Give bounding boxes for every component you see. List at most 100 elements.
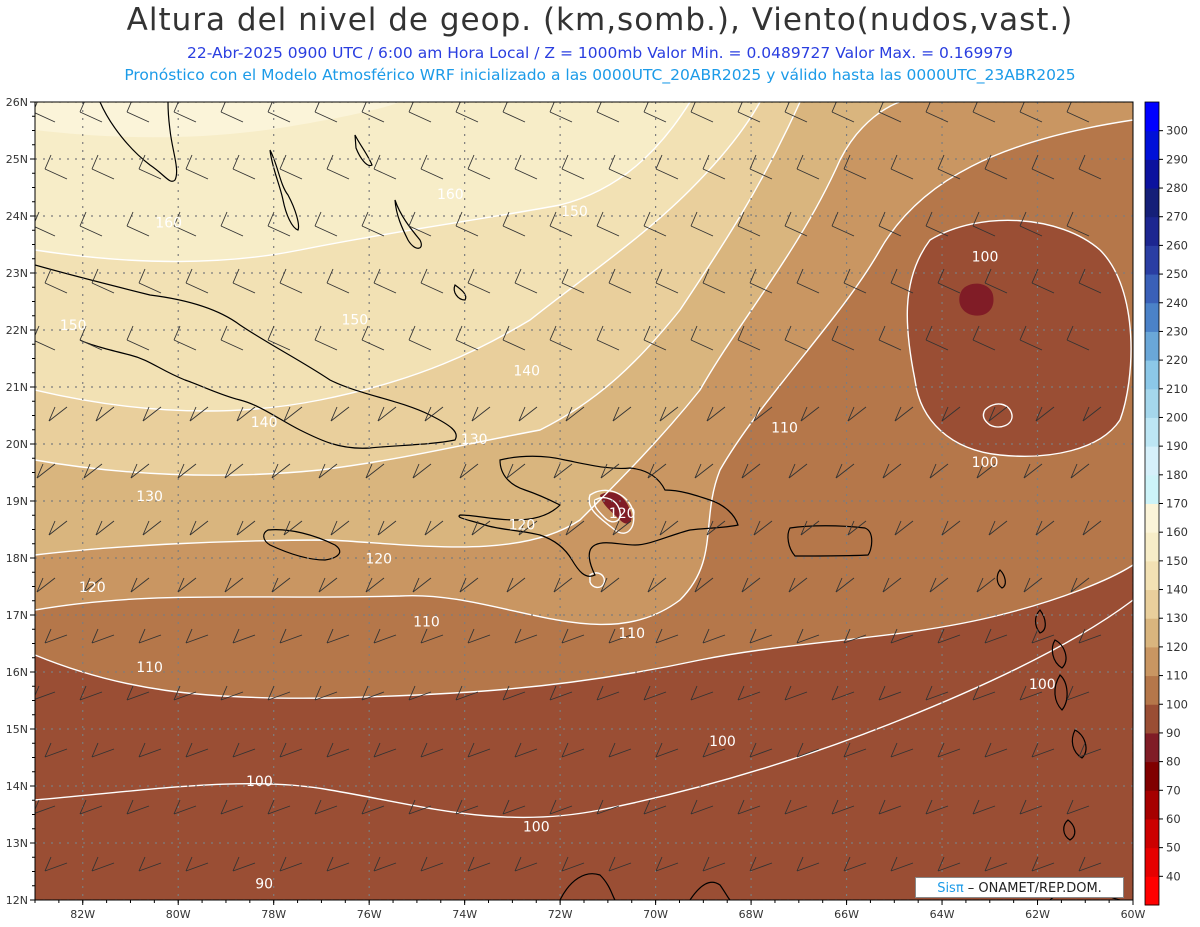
- barb-flag: [1066, 325, 1074, 341]
- barb-shaft: [373, 748, 397, 758]
- barb-shaft: [937, 748, 961, 758]
- barb-shaft: [890, 282, 914, 294]
- barb-flag: [596, 211, 604, 227]
- barb-flag: [690, 211, 698, 227]
- barb-shaft: [365, 577, 385, 593]
- barb-flag: [1019, 325, 1027, 341]
- barb-flag: [561, 268, 569, 284]
- barb-flag: [796, 268, 804, 284]
- barb-flag: [35, 211, 40, 223]
- barb-flag: [35, 799, 40, 811]
- barb-flag: [1078, 268, 1086, 284]
- colorbar-swatch: [1145, 532, 1159, 562]
- barb-shaft: [173, 805, 197, 815]
- barb-shaft: [224, 463, 244, 479]
- barb-shaft: [271, 577, 291, 593]
- barb-flag: [925, 799, 933, 815]
- barb-shaft: [596, 339, 620, 351]
- barb-flag: [408, 211, 416, 227]
- barb-shaft: [502, 225, 526, 237]
- lat-tick-label: 12N: [6, 894, 28, 907]
- barb-shaft: [314, 691, 338, 701]
- barb-flag: [596, 799, 604, 815]
- barb-shaft: [173, 691, 197, 701]
- barb-flag: [79, 102, 85, 113]
- colorbar-swatch: [1145, 790, 1159, 820]
- barb-shaft: [702, 282, 726, 294]
- barb-flag: [373, 628, 381, 644]
- barb-flag: [220, 685, 228, 701]
- barb-shaft: [44, 634, 68, 644]
- lon-tick-label: 82W: [70, 908, 95, 921]
- barb-flag: [267, 685, 275, 701]
- barb-flag: [502, 102, 508, 113]
- barb-shaft: [788, 577, 808, 593]
- barb-flag: [894, 520, 902, 536]
- barb-flag: [48, 520, 56, 536]
- barb-shaft: [330, 520, 350, 536]
- barb-shaft: [600, 463, 620, 479]
- barb-shaft: [655, 634, 679, 644]
- contour-label: 120: [365, 552, 392, 568]
- barb-shaft: [690, 691, 714, 701]
- barb-shaft: [326, 282, 350, 294]
- barb-shaft: [83, 463, 103, 479]
- barb-flag: [702, 154, 710, 170]
- barb-shaft: [702, 168, 726, 180]
- barb-flag: [608, 628, 616, 644]
- barb-shaft: [518, 520, 538, 536]
- barb-flag: [835, 463, 843, 479]
- barb-shaft: [831, 111, 855, 123]
- barb-shaft: [126, 225, 150, 237]
- barb-shaft: [267, 111, 291, 123]
- lat-tick-label: 20N: [6, 438, 28, 451]
- barb-shaft: [659, 520, 679, 536]
- barb-shaft: [1023, 463, 1043, 479]
- barb-shaft: [647, 577, 667, 593]
- barb-shaft: [694, 463, 714, 479]
- barb-shaft: [279, 634, 303, 644]
- barb-shaft: [35, 112, 56, 123]
- barb-flag: [318, 463, 326, 479]
- barb-shaft: [138, 168, 162, 180]
- barb-shaft: [600, 577, 620, 593]
- lon-tick-label: 78W: [261, 908, 286, 921]
- barb-flag: [596, 325, 604, 341]
- barb-flag: [600, 463, 608, 479]
- barb-flag: [1031, 268, 1039, 284]
- colorbar-swatch: [1145, 417, 1159, 447]
- lat-tick-label: 13N: [6, 837, 28, 850]
- barb-shaft: [1031, 282, 1055, 294]
- height-field: [35, 102, 1133, 900]
- barb-shaft: [44, 748, 68, 758]
- barb-shaft: [283, 520, 303, 536]
- barb-shaft: [796, 634, 820, 644]
- barb-flag: [326, 742, 334, 758]
- barb-flag: [690, 685, 698, 701]
- barb-shaft: [91, 748, 115, 758]
- contour-label: 160: [155, 215, 182, 231]
- barb-shaft: [314, 225, 338, 237]
- barb-flag: [142, 406, 150, 422]
- colorbar-label: 150: [1166, 554, 1188, 568]
- barb-flag: [1019, 102, 1025, 113]
- barb-flag: [647, 463, 655, 479]
- contour-label: 150: [561, 204, 588, 220]
- contour-label: 110: [413, 614, 440, 630]
- barb-flag: [737, 325, 745, 341]
- barb-flag: [1031, 742, 1039, 758]
- barb-flag: [984, 856, 992, 872]
- barb-flag: [502, 211, 510, 227]
- contour-label: 150: [341, 312, 368, 328]
- barb-flag: [138, 742, 146, 758]
- barb-flag: [467, 154, 475, 170]
- barb-shaft: [361, 225, 385, 237]
- barb-flag: [408, 325, 416, 341]
- barb-flag: [35, 685, 40, 697]
- barb-shaft: [467, 748, 491, 758]
- barb-flag: [655, 154, 663, 170]
- barb-flag: [878, 102, 884, 113]
- barb-flag: [796, 628, 804, 644]
- colorbar-label: 180: [1166, 468, 1188, 482]
